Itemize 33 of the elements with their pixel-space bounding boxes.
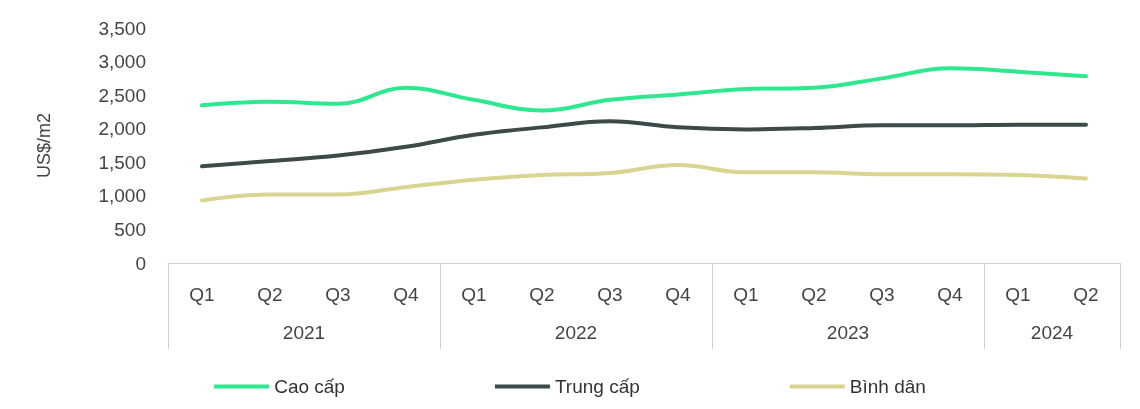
line-series (200, 66, 1088, 113)
x-tick-label: Q2 (801, 284, 827, 305)
x-tick-label: Q1 (733, 284, 759, 305)
y-tick-label: 1,000 (98, 185, 146, 207)
y-tick-label: 500 (114, 218, 146, 240)
x-tick-label: Q1 (189, 284, 215, 305)
x-tick-label: Q4 (393, 284, 420, 305)
y-tick-label: 3,000 (98, 51, 146, 73)
text: 2021 (282, 322, 326, 343)
x-tick-label: Q4 (665, 284, 692, 305)
y-tick-label: 2,500 (98, 84, 146, 106)
y-tick-label: 3,500 (98, 17, 146, 39)
x-tick-label: Q3 (325, 284, 351, 305)
x-tick-label: Q1 (1005, 284, 1031, 305)
x-tick-label: Q2 (529, 284, 555, 305)
y-tick-label: 0 (135, 252, 146, 274)
x-tick-label: Q1 (461, 284, 487, 305)
line-series (200, 162, 1088, 203)
legend-label: Cao cấp (274, 376, 345, 397)
legend-label: Trung cấp (554, 376, 640, 397)
x-tick-label: Q2 (257, 284, 283, 305)
y-axis-title: US$/m2 (34, 112, 54, 179)
text: 2023 (826, 322, 870, 343)
text: 2022 (554, 322, 598, 343)
line-series (200, 119, 1088, 169)
x-tick-label: Q3 (597, 284, 623, 305)
x-tick-label: Q4 (937, 284, 964, 305)
y-tick-label: 1,500 (98, 151, 146, 173)
x-tick-label: Q3 (869, 284, 895, 305)
text: 2024 (1030, 322, 1074, 343)
x-tick-label: Q2 (1073, 284, 1099, 305)
y-tick-label: 2,000 (98, 118, 146, 140)
legend-label: Bình dân (849, 376, 926, 397)
